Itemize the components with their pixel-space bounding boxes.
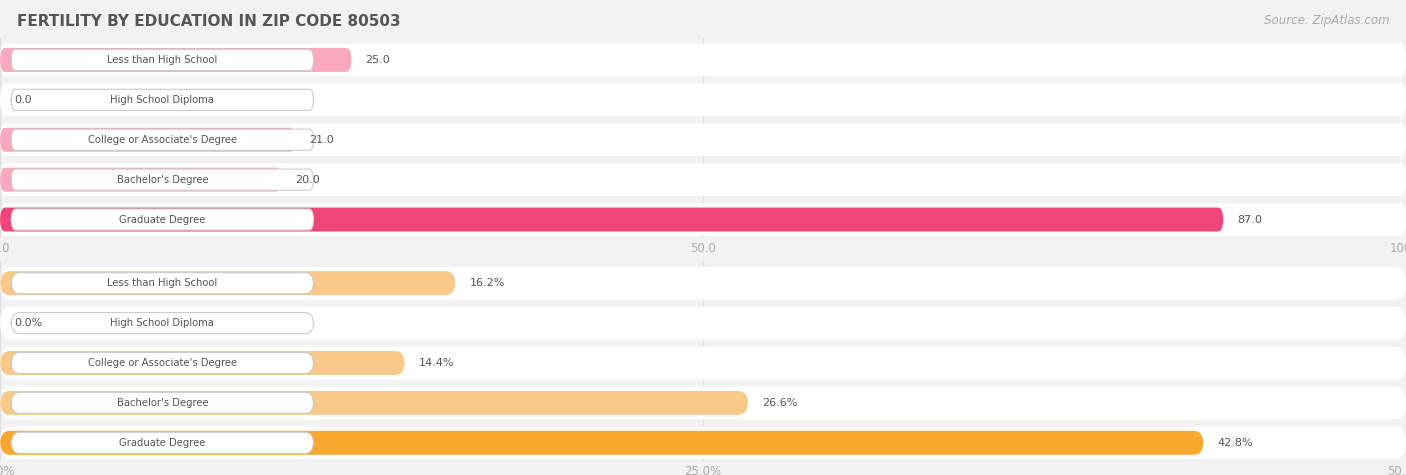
Text: Less than High School: Less than High School <box>107 278 218 288</box>
Text: Graduate Degree: Graduate Degree <box>120 438 205 448</box>
Text: 16.2%: 16.2% <box>470 278 505 288</box>
FancyBboxPatch shape <box>0 203 1406 236</box>
FancyBboxPatch shape <box>0 84 1406 116</box>
Text: 26.6%: 26.6% <box>762 398 797 408</box>
Text: College or Associate's Degree: College or Associate's Degree <box>87 358 238 368</box>
FancyBboxPatch shape <box>11 129 314 150</box>
FancyBboxPatch shape <box>11 352 314 373</box>
FancyBboxPatch shape <box>11 89 314 110</box>
Text: Less than High School: Less than High School <box>107 55 218 65</box>
FancyBboxPatch shape <box>11 209 314 230</box>
FancyBboxPatch shape <box>0 351 405 375</box>
Text: Bachelor's Degree: Bachelor's Degree <box>117 398 208 408</box>
FancyBboxPatch shape <box>0 271 456 295</box>
FancyBboxPatch shape <box>0 427 1406 459</box>
FancyBboxPatch shape <box>11 49 314 70</box>
FancyBboxPatch shape <box>0 267 1406 300</box>
FancyBboxPatch shape <box>0 431 1204 455</box>
FancyBboxPatch shape <box>0 168 281 191</box>
Text: High School Diploma: High School Diploma <box>111 95 214 105</box>
FancyBboxPatch shape <box>0 124 1406 156</box>
Text: Source: ZipAtlas.com: Source: ZipAtlas.com <box>1264 14 1389 27</box>
FancyBboxPatch shape <box>0 387 1406 419</box>
Text: FERTILITY BY EDUCATION IN ZIP CODE 80503: FERTILITY BY EDUCATION IN ZIP CODE 80503 <box>17 14 401 29</box>
FancyBboxPatch shape <box>0 48 352 72</box>
FancyBboxPatch shape <box>0 391 748 415</box>
FancyBboxPatch shape <box>0 347 1406 380</box>
Text: 25.0: 25.0 <box>366 55 391 65</box>
FancyBboxPatch shape <box>11 313 314 333</box>
FancyBboxPatch shape <box>0 208 1223 231</box>
FancyBboxPatch shape <box>0 44 1406 76</box>
FancyBboxPatch shape <box>11 392 314 413</box>
Text: 20.0: 20.0 <box>295 175 321 185</box>
FancyBboxPatch shape <box>0 128 295 152</box>
Text: 21.0: 21.0 <box>309 135 335 145</box>
FancyBboxPatch shape <box>0 307 1406 340</box>
Text: 14.4%: 14.4% <box>419 358 454 368</box>
Text: Bachelor's Degree: Bachelor's Degree <box>117 175 208 185</box>
Text: Graduate Degree: Graduate Degree <box>120 215 205 225</box>
Text: College or Associate's Degree: College or Associate's Degree <box>87 135 238 145</box>
Text: 42.8%: 42.8% <box>1218 438 1253 448</box>
Text: 0.0%: 0.0% <box>14 318 42 328</box>
Text: 87.0: 87.0 <box>1237 215 1263 225</box>
FancyBboxPatch shape <box>11 273 314 294</box>
FancyBboxPatch shape <box>11 432 314 453</box>
FancyBboxPatch shape <box>0 163 1406 196</box>
Text: High School Diploma: High School Diploma <box>111 318 214 328</box>
FancyBboxPatch shape <box>11 169 314 190</box>
Text: 0.0: 0.0 <box>14 95 32 105</box>
